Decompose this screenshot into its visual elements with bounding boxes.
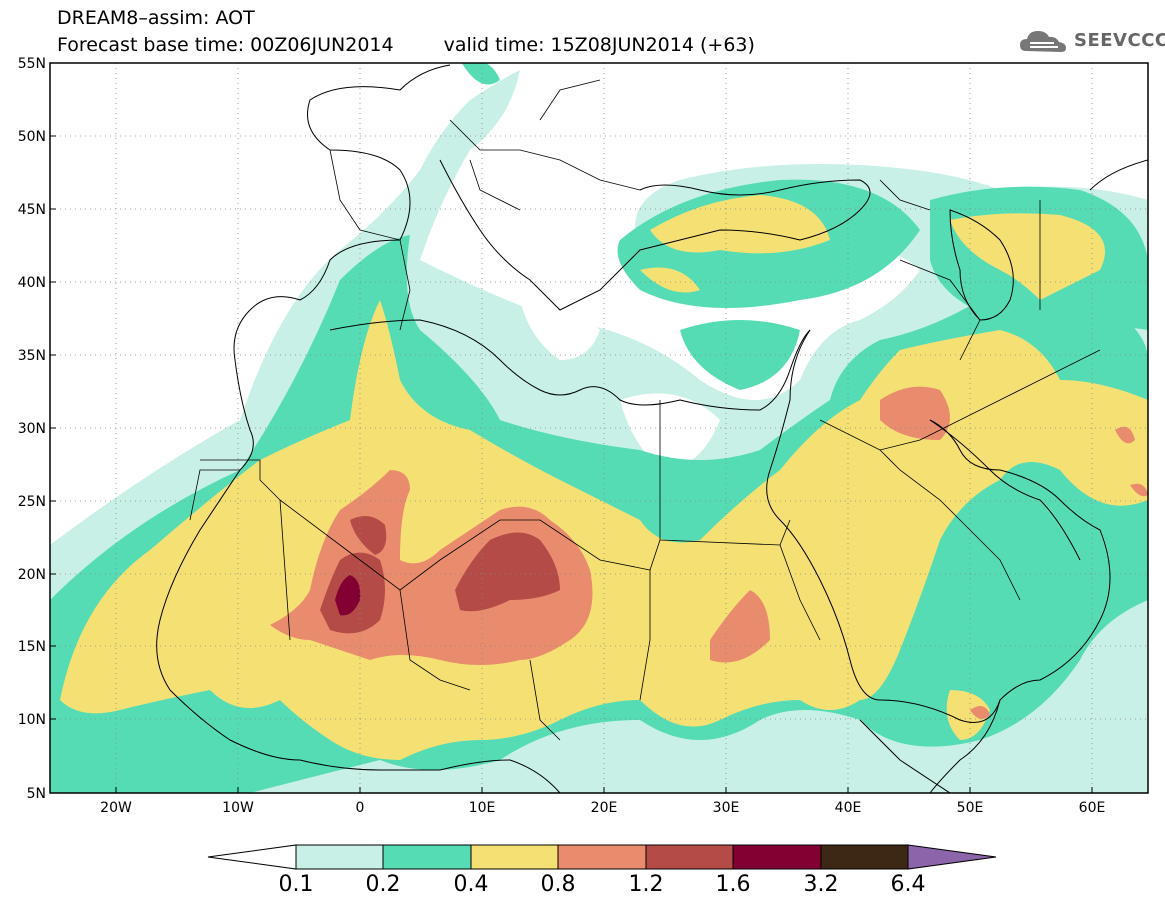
valid-time-label: valid time: 15Z08JUN2014 (+63) (443, 34, 755, 56)
colorbar-segment (732, 844, 822, 870)
colorbar-label: 0.1 (278, 872, 314, 897)
lon-tick-labels: 20W 10W 0 10E 20E 30E 40E 50E 60E (100, 800, 1105, 816)
lon-tick: 40E (835, 800, 862, 816)
lat-tick-labels: 5N 10N 15N 20N 25N 30N 35N 40N 45N 50N 5… (18, 56, 46, 802)
colorbar-segment (557, 844, 647, 870)
aot-fill-layers (50, 63, 1148, 793)
lat-tick: 50N (18, 129, 46, 145)
lon-tick: 20W (100, 800, 132, 816)
lat-tick: 55N (18, 56, 46, 72)
lon-tick: 10E (469, 800, 496, 816)
colorbar-label: 1.6 (715, 872, 751, 897)
lat-tick: 20N (18, 567, 46, 583)
lon-tick: 50E (957, 800, 984, 816)
colorbar-segment (295, 844, 384, 870)
country-borders (189, 79, 1101, 741)
lat-tick: 30N (18, 421, 46, 437)
tick-marks (50, 135, 1093, 793)
gridlines (50, 63, 1148, 793)
map-title: DREAM8–assim: AOT (57, 7, 255, 29)
colorbar-label: 0.8 (540, 872, 576, 897)
colorbar-segment (470, 844, 559, 870)
colorbar-label: 3.2 (803, 872, 839, 897)
lat-tick: 15N (18, 639, 46, 655)
cloud-logo-icon (1020, 31, 1066, 52)
coastlines (156, 64, 1148, 793)
colorbar-segment (382, 844, 472, 870)
lat-tick: 25N (18, 494, 46, 510)
colorbar-label: 0.2 (365, 872, 401, 897)
colorbar-segments (207, 844, 997, 870)
time-info: Forecast base time: 00Z06JUN2014 valid ti… (57, 34, 755, 56)
logo-text: SEEVCCC (1074, 30, 1165, 51)
lat-tick: 40N (18, 275, 46, 291)
aot-band-1.6-3.2 (335, 575, 361, 616)
colorbar-segment (207, 844, 297, 870)
colorbar-segment (907, 844, 997, 870)
lon-tick: 20E (591, 800, 618, 816)
aot-band-1.2-1.6 (320, 516, 560, 634)
lon-tick: 60E (1079, 800, 1106, 816)
colorbar-segment (820, 844, 909, 870)
lat-tick: 35N (18, 348, 46, 364)
lon-tick: 30E (713, 800, 740, 816)
lat-tick: 5N (27, 786, 46, 802)
colorbar-label: 6.4 (890, 872, 926, 897)
base-time-label: Forecast base time: 00Z06JUN2014 (57, 34, 394, 56)
colorbar-label: 1.2 (628, 872, 664, 897)
colorbar-segment (645, 844, 734, 870)
lon-tick: 10W (222, 800, 254, 816)
lat-tick: 45N (18, 202, 46, 218)
colorbar-label: 0.4 (453, 872, 489, 897)
lon-tick: 0 (356, 800, 365, 816)
lat-tick: 10N (18, 712, 46, 728)
